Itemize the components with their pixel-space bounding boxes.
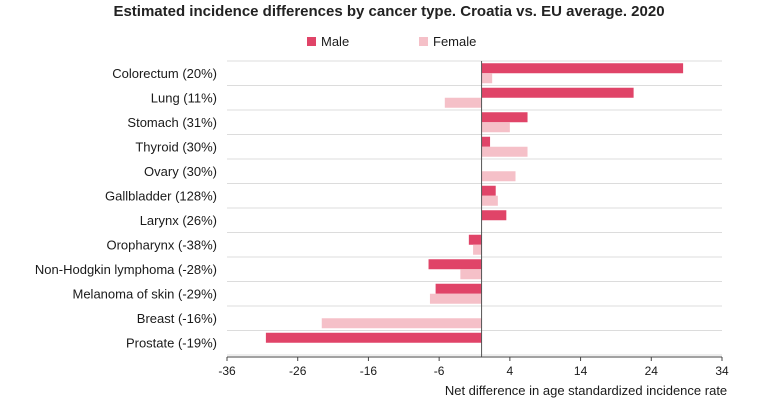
legend-label-male: Male (321, 34, 349, 49)
bar-female-10 (321, 318, 482, 329)
bar-female-2 (481, 122, 510, 133)
chart-title: Estimated incidence differences by cance… (113, 3, 665, 20)
category-label: Gallbladder (128%) (105, 188, 217, 203)
bar-male-8 (428, 259, 482, 270)
category-label: Stomach (31%) (127, 115, 217, 130)
bar-male-1 (481, 87, 634, 98)
bar-female-7 (473, 244, 482, 255)
legend: Male Female (307, 34, 476, 49)
bar-female-9 (429, 293, 482, 304)
bar-male-11 (265, 332, 482, 343)
bar-male-7 (468, 234, 482, 245)
bar-male-9 (435, 283, 482, 294)
legend-label-female: Female (433, 34, 476, 49)
legend-swatch-male (307, 37, 316, 46)
category-label: Breast (-16%) (137, 311, 217, 326)
bar-male-6 (481, 210, 507, 221)
bar-female-4 (481, 171, 516, 182)
category-label: Ovary (30%) (144, 164, 217, 179)
category-label: Colorectum (20%) (112, 66, 217, 81)
x-axis-title: Net difference in age standardized incid… (445, 383, 727, 398)
bar-female-1 (444, 97, 482, 108)
x-tick-label: 34 (715, 364, 729, 378)
x-tick-label: 4 (507, 364, 514, 378)
category-label: Thyroid (30%) (135, 139, 217, 154)
x-tick-label: 24 (645, 364, 659, 378)
category-label: Non-Hodgkin lymphoma (-28%) (35, 262, 217, 277)
bar-female-5 (481, 195, 498, 206)
category-label: Larynx (26%) (140, 213, 217, 228)
x-tick-label: -36 (218, 364, 236, 378)
category-label: Prostate (-19%) (126, 335, 217, 350)
bar-male-5 (481, 185, 496, 196)
x-tick-label: -6 (434, 364, 445, 378)
bar-male-0 (481, 63, 684, 74)
category-label: Melanoma of skin (-29%) (73, 286, 218, 301)
bar-female-0 (481, 73, 493, 84)
category-label: Lung (11%) (151, 90, 217, 105)
x-tick-label: 14 (574, 364, 588, 378)
bar-male-3 (481, 136, 491, 147)
category-label: Oropharynx (-38%) (106, 237, 217, 252)
x-tick-label: -26 (289, 364, 307, 378)
bar-female-3 (481, 146, 528, 157)
plot-area (227, 60, 722, 357)
x-axis: -36 -26 -16 -6 4 14 24 34 (218, 356, 729, 378)
category-labels: Colorectum (20%) Lung (11%) Stomach (31%) T… (35, 66, 217, 351)
legend-swatch-female (419, 37, 428, 46)
bar-female-8 (460, 269, 482, 280)
x-tick-label: -16 (360, 364, 378, 378)
bar-male-2 (481, 112, 528, 123)
